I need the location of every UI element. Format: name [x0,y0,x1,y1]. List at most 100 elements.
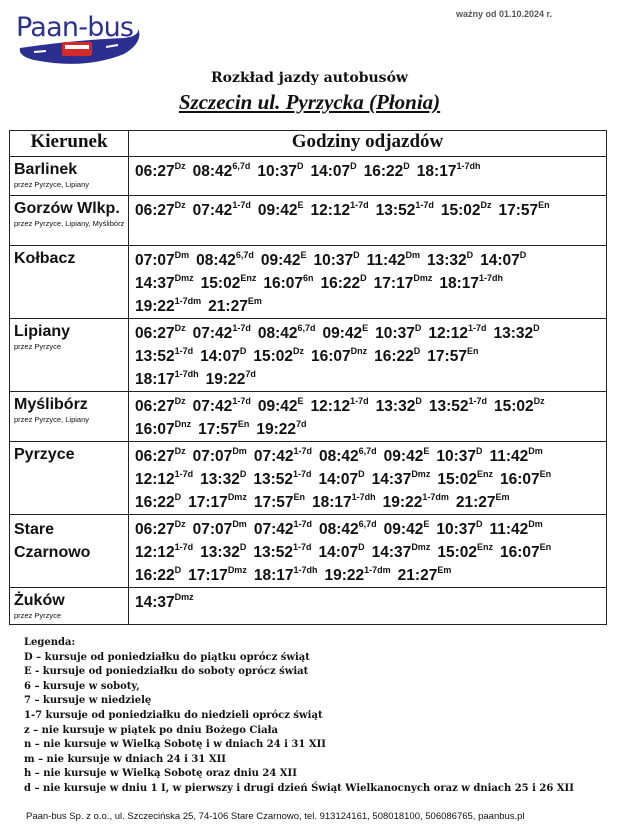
direction-cell: Pyrzyce [9,441,129,515]
departures-line: 14:37Dmz [135,591,606,614]
legend-item: D – kursuje od poniedziałku do piątku op… [24,651,310,663]
departure-time: 13:32D [200,470,246,489]
time-value: 12:12 [135,544,175,561]
time-value: 18:17 [416,163,457,180]
time-note: Dmz [227,565,247,575]
time-note: En [539,469,552,479]
departures-line: 06:27Dz 07:421-7d 09:42E 12:121-7d 13:32D 13:… [135,395,606,418]
time-value: 14:37 [135,275,175,292]
timetable-row: Stare Czarnowo 06:27Dz 07:07Dm 07:421-7d 08:… [9,514,607,588]
time-value: 09:42 [257,202,298,219]
departure-time: 11:42Dm [367,251,420,270]
time-note: En [538,200,550,210]
time-note: D [174,565,182,575]
legend-item: z – nie kursuje w piątek po dniu Bożego … [24,724,278,736]
time-note: E [423,519,430,529]
departure-time: 16:22D [321,274,367,293]
time-note: 6,7d [358,446,377,456]
departures-line: 19:221-7dm 21:27Em [135,295,606,318]
time-value: 19:22 [135,298,175,315]
time-note: E [297,396,304,406]
time-note: D [358,542,365,552]
time-value: 12:12 [310,202,351,219]
time-note: Dz [480,200,492,210]
departure-time: 08:426,7d [192,162,251,181]
time-value: 17:17 [373,275,414,292]
legend-item: n – nie kursuje w Wielką Sobotę i w dnia… [24,739,326,751]
departure-time: 10:37D [436,446,483,466]
time-note: 6,7d [235,250,254,260]
time-note: En [539,542,552,552]
time-note: Dm [174,250,190,260]
timetable-row: Gorzów Wlkp. przez Pyrzyce, Lipiany, Myśl… [9,195,607,246]
time-note: Dmz [174,273,194,283]
departure-time: 18:171-7dh [416,162,481,181]
time-note: 1-7dh [174,369,199,379]
time-note: 1-7dm [422,492,449,502]
time-note: 1-7d [232,323,251,333]
departure-time: 21:27Em [455,492,510,512]
time-value: 13:52 [135,348,175,365]
time-note: Em [247,296,262,306]
header-departures: Godziny odjazdów [128,130,607,157]
departure-time: 08:426,7d [257,324,316,343]
time-value: 21:27 [455,494,496,511]
time-note: Dm [232,446,247,456]
departure-time: 06:27Dz [135,324,186,343]
departure-time: 19:227d [256,420,306,439]
time-value: 08:42 [319,448,359,465]
departure-time: 18:171-7dh [312,493,376,512]
time-value: 14:37 [135,594,175,611]
time-value: 18:17 [135,371,175,388]
departure-time: 06:27Dz [135,396,186,416]
time-note: Dz [533,396,545,406]
time-note: Dz [174,446,186,456]
time-value: 08:42 [257,325,298,342]
time-note: D [350,161,357,171]
time-value: 07:07 [192,448,233,465]
time-note: Dnz [174,419,192,429]
departure-time: 18:171-7dh [439,273,504,293]
time-note: Dz [174,396,186,406]
legend: Legenda: D – kursuje od poniedziałku do … [24,636,574,797]
timetable-row: Żuków przez Pyrzyce 14:37Dmz [9,587,607,625]
time-value: 10:37 [436,521,476,538]
time-note: Dmz [413,273,433,283]
departure-time: 13:32D [494,324,540,343]
time-value: 07:42 [253,448,294,465]
time-value: 18:17 [312,494,352,511]
time-note: Dmz [227,492,247,502]
time-note: Enz [476,469,493,479]
departure-time: 18:171-7dh [253,566,318,585]
time-value: 16:07 [500,544,540,561]
departure-time: 14:37Dmz [135,593,194,612]
time-value: 18:17 [253,567,294,584]
departure-time: 16:22D [135,492,182,512]
time-note: 1-7dh [479,273,504,283]
time-note: D [296,161,304,171]
time-value: 13:32 [426,252,467,269]
time-value: 12:12 [428,325,468,342]
time-note: 1-7d [292,469,312,479]
time-value: 07:42 [192,398,233,415]
time-note: D [476,446,483,456]
departure-time: 14:37Dmz [135,273,194,293]
departures-cell: 06:27Dz 08:426,7d 10:37D 14:07D 16:22D 18:171… [128,156,607,196]
time-note: D [174,492,182,502]
departure-time: 21:27Em [208,296,262,316]
time-value: 06:27 [135,202,175,219]
time-note: 1-7d [350,396,369,406]
time-value: 16:22 [135,494,175,511]
time-value: 08:42 [192,163,233,180]
departure-time: 14:37Dmz [372,470,431,489]
departure-time: 17:17Dmz [188,492,247,512]
departure-time: 15:02Enz [437,543,493,562]
departures-line: 06:27Dz 08:426,7d 10:37D 14:07D 16:22D 18:171… [135,160,606,183]
departure-time: 14:07D [200,347,246,366]
departure-time: 07:421-7d [192,397,251,416]
direction-via: przez Pyrzyce [14,342,62,351]
time-note: Em [495,492,510,502]
departure-time: 13:32D [200,543,246,562]
departures-line: 12:121-7d 13:32D 13:521-7d 14:07D 14:37Dmz 15… [135,468,606,491]
departure-time: 07:421-7d [193,323,251,343]
